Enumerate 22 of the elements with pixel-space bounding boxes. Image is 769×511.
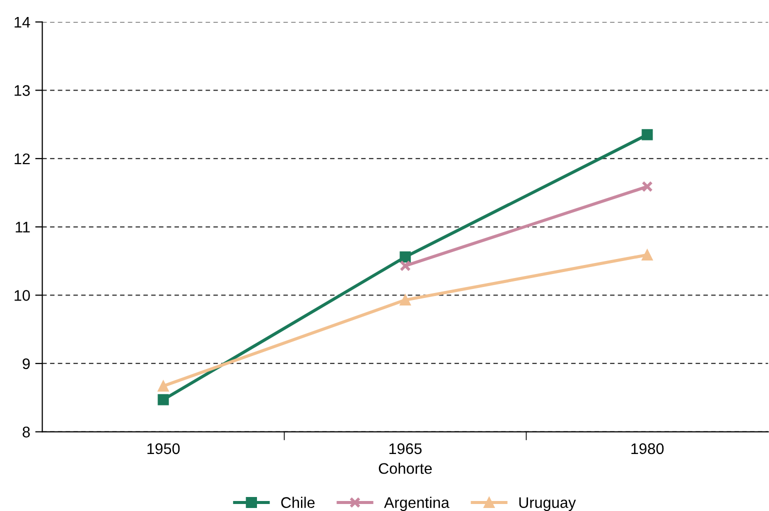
point <box>400 251 411 262</box>
legend-label: Chile <box>281 496 315 508</box>
y-tick-label: 8 <box>22 426 30 438</box>
y-tick-label: 9 <box>22 358 30 370</box>
x-axis-title: Cohorte <box>378 462 432 474</box>
y-tick-label: 10 <box>14 290 30 301</box>
point <box>642 129 653 140</box>
point <box>158 394 169 406</box>
y-tick-label: 11 <box>16 222 30 232</box>
point <box>642 181 653 192</box>
legend-label: Uruguay <box>519 497 576 511</box>
x-tick-label: 1950 <box>147 443 180 454</box>
y-tick-label: 14 <box>14 17 30 28</box>
point <box>400 294 411 306</box>
legend-label: Argentina <box>384 496 450 511</box>
y-tick-label: 12 <box>14 153 30 164</box>
point <box>158 380 169 392</box>
point <box>642 249 653 260</box>
x-tick-label: 1980 <box>631 443 664 454</box>
x-tick-label: 1965 <box>389 443 422 454</box>
point <box>400 260 411 272</box>
y-tick-label: 13 <box>14 85 30 96</box>
